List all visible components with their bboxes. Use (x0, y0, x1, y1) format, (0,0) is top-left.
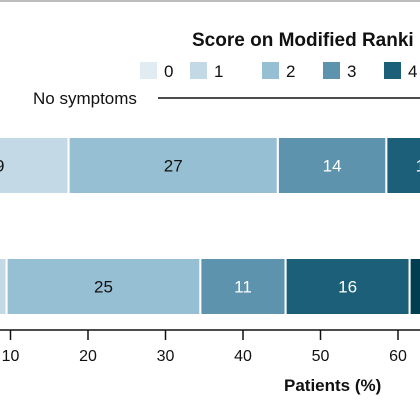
bar-value-label: 19 (0, 157, 4, 176)
bar-segment (0, 136, 70, 195)
legend-label-1: 1 (214, 62, 223, 81)
x-axis-label: Patients (%) (284, 376, 381, 395)
legend-label-2: 2 (286, 62, 295, 81)
legend-label-0: 0 (164, 62, 173, 81)
x-tick-label: 60 (389, 348, 407, 365)
bar-segment (408, 257, 420, 316)
x-axis-ticks: 10 20 30 40 50 60 (2, 330, 407, 365)
bar-segment (385, 136, 420, 195)
legend-swatch-1 (190, 62, 207, 79)
bar-row-1: 1927141017 (0, 136, 420, 195)
legend-swatch-3 (323, 62, 340, 79)
bar-rows: 19271410171325111612 (0, 136, 420, 316)
x-axis: 10 20 30 40 50 60 Patients (%) (0, 329, 420, 395)
legend-swatch-0 (140, 62, 157, 79)
top-border (0, 0, 420, 2)
no-symptoms-label: No symptoms (33, 89, 137, 108)
bar-value-label: 14 (323, 157, 342, 176)
legend-swatch-2 (262, 62, 279, 79)
no-symptoms-annotation: No symptoms (33, 89, 420, 108)
legend: Score on Modified Ranki 0 1 2 3 4 (140, 30, 417, 81)
bar-value-label: 25 (94, 278, 113, 297)
legend-label-4: 4 (408, 62, 417, 81)
legend-swatch-4 (384, 62, 401, 79)
legend-title: Score on Modified Ranki (192, 30, 414, 51)
x-tick-label: 50 (312, 348, 330, 365)
x-tick-label: 30 (157, 348, 175, 365)
bar-value-label: 10 (416, 157, 420, 176)
bar-row-2: 1325111612 (0, 257, 420, 316)
bar-value-label: 16 (338, 278, 357, 297)
bar-value-label: 11 (234, 278, 252, 297)
bar-segment (67, 136, 279, 195)
x-tick-label: 10 (2, 348, 20, 365)
legend-label-3: 3 (347, 62, 356, 81)
bar-value-label: 27 (164, 157, 183, 176)
x-tick-label: 20 (79, 348, 97, 365)
legend-items: 0 1 2 3 4 (140, 62, 417, 81)
bar-segment (276, 136, 388, 195)
x-tick-label: 40 (234, 348, 252, 365)
